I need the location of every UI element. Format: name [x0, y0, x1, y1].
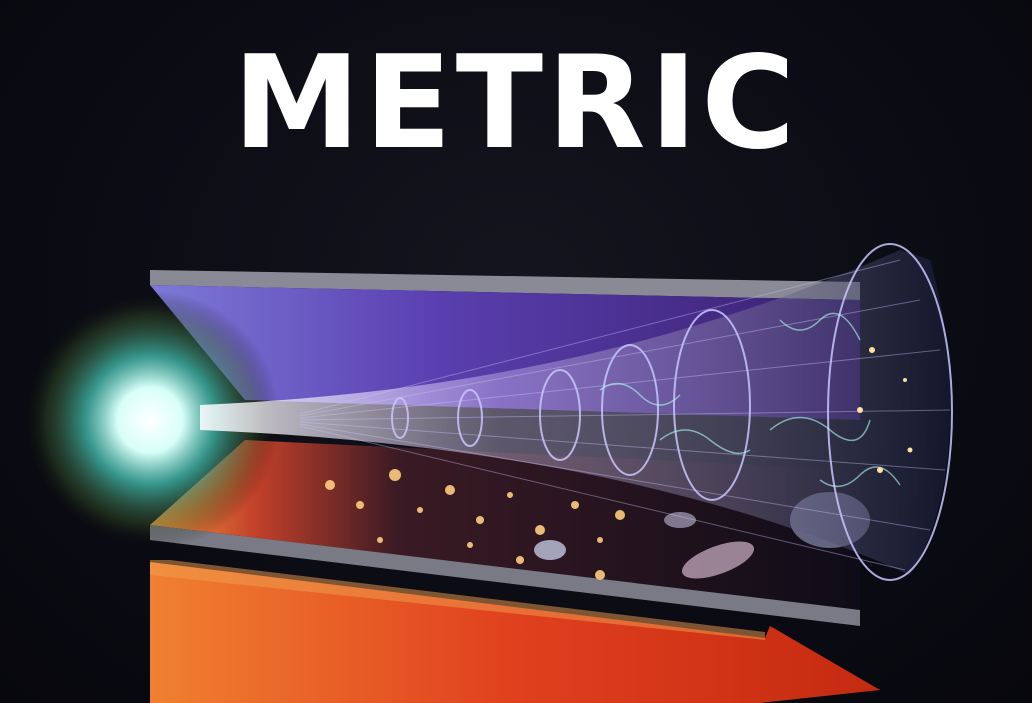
big-bang-flash	[20, 290, 280, 550]
title-metric: METRIC	[232, 29, 800, 178]
expansion-cone	[200, 243, 953, 581]
time-arrow	[150, 560, 880, 703]
